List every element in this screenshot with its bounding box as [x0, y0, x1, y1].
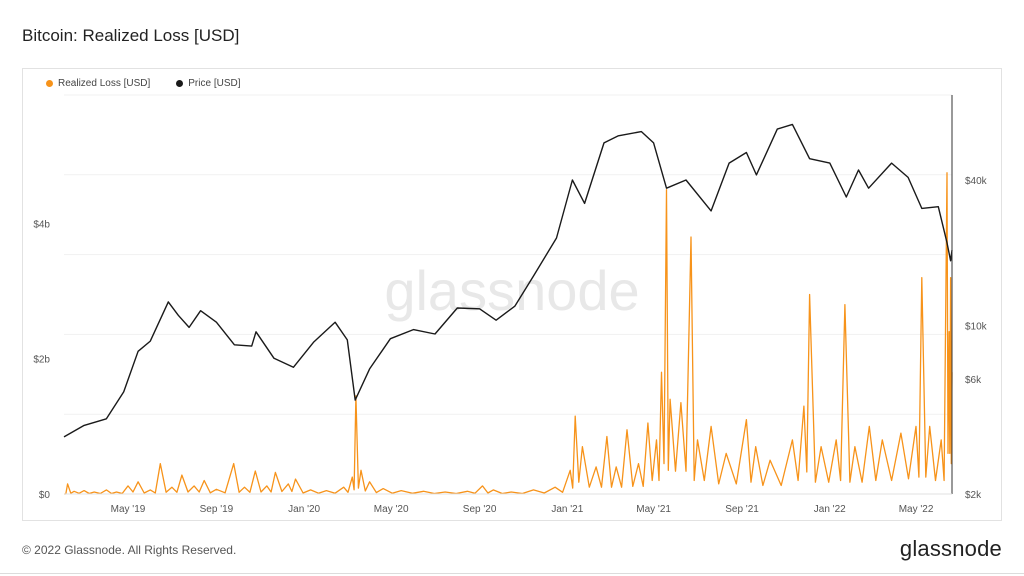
legend-item-loss[interactable]: Realized Loss [USD] [46, 78, 150, 89]
y-left-tick-label: $2b [33, 355, 50, 366]
x-tick-label: Jan '20 [288, 504, 320, 515]
legend-label-price: Price [USD] [188, 78, 241, 89]
bottom-divider [0, 573, 1024, 574]
watermark-text: glassnode [384, 259, 639, 322]
legend: Realized Loss [USD] Price [USD] [46, 78, 241, 89]
legend-dot-loss [46, 80, 53, 87]
legend-dot-price [176, 80, 184, 87]
x-tick-label: Sep '21 [725, 504, 759, 515]
loss-series [64, 172, 953, 495]
footer-copyright: © 2022 Glassnode. All Rights Reserved. [22, 543, 237, 557]
x-tick-label: Sep '19 [200, 504, 234, 515]
y-right-tick-label: $40k [965, 176, 988, 187]
x-tick-label: May '21 [636, 504, 671, 515]
chart-card [22, 68, 1002, 521]
y-right-tick-label: $6k [965, 375, 982, 386]
y-right-tick-label: $10k [965, 321, 988, 332]
realized-loss-line [64, 172, 953, 495]
x-tick-label: Sep '20 [463, 504, 497, 515]
y-left-tick-label: $4b [33, 219, 50, 230]
y-right-tick-label: $2k [965, 490, 982, 501]
legend-label-loss: Realized Loss [USD] [58, 78, 151, 89]
page-title: Bitcoin: Realized Loss [USD] [22, 26, 240, 45]
price-series [63, 123, 953, 438]
axis-layer: May '19 Sep '19 Jan '20 May '20 Sep '20 Jan '… [33, 95, 988, 515]
x-tick-label: May '20 [374, 504, 409, 515]
x-tick-label: May '22 [899, 504, 934, 515]
price-line [63, 123, 953, 438]
footer-logo[interactable]: glassnode [899, 536, 1002, 561]
x-tick-label: Jan '21 [551, 504, 583, 515]
y-left-tick-label: $0 [39, 490, 51, 501]
x-tick-label: May '19 [111, 504, 146, 515]
legend-item-price[interactable]: Price [USD] [176, 78, 241, 89]
x-tick-label: Jan '22 [814, 504, 846, 515]
